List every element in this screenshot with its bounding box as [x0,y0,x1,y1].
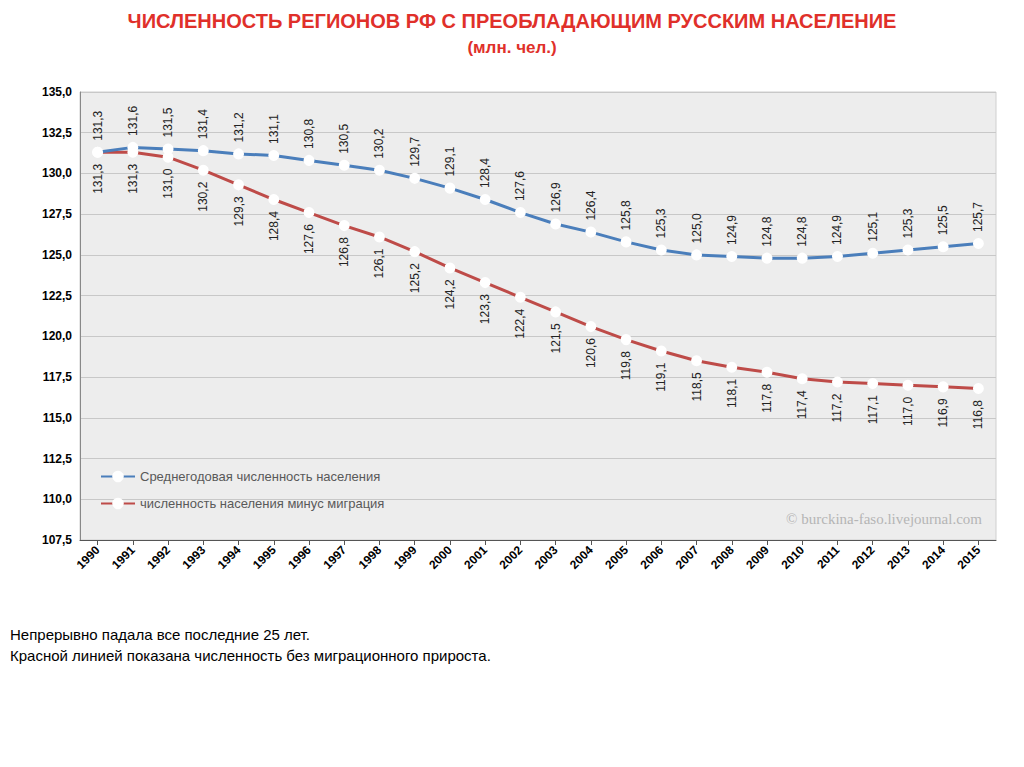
svg-text:129,3: 129,3 [232,196,246,226]
svg-text:2015: 2015 [955,543,984,572]
svg-text:131,4: 131,4 [196,109,210,139]
svg-text:126,1: 126,1 [372,248,386,278]
svg-text:118,1: 118,1 [725,378,739,407]
svg-text:2008: 2008 [708,543,737,572]
svg-text:2005: 2005 [602,543,631,572]
svg-text:110,0: 110,0 [43,492,73,506]
svg-text:112,5: 112,5 [43,452,73,466]
svg-text:1997: 1997 [320,543,349,572]
svg-text:116,8: 116,8 [971,400,985,429]
svg-text:126,4: 126,4 [584,190,598,220]
svg-text:131,2: 131,2 [232,112,246,142]
svg-text:128,4: 128,4 [478,158,492,188]
svg-text:130,2: 130,2 [196,181,210,211]
svg-text:1995: 1995 [250,543,279,572]
svg-text:124,9: 124,9 [725,215,739,245]
svg-text:125,5: 125,5 [936,205,950,235]
svg-text:125,0: 125,0 [690,213,704,243]
svg-text:127,5: 127,5 [42,207,72,221]
svg-text:127,6: 127,6 [513,171,527,201]
svg-text:© burckina-faso.livejournal.co: © burckina-faso.livejournal.com [786,511,982,527]
svg-text:117,5: 117,5 [43,370,73,384]
svg-text:2011: 2011 [814,543,843,572]
svg-text:129,1: 129,1 [443,146,457,176]
svg-text:124,2: 124,2 [443,279,457,309]
svg-text:1994: 1994 [215,543,244,572]
svg-text:131,0: 131,0 [161,168,175,198]
svg-text:2007: 2007 [673,543,702,572]
svg-text:131,1: 131,1 [267,114,281,144]
svg-text:127,6: 127,6 [302,224,316,254]
svg-text:125,8: 125,8 [619,200,633,230]
svg-text:численность населения минус ми: численность населения минус миграция [140,496,384,511]
svg-text:119,8: 119,8 [619,351,633,380]
svg-text:117,1: 117,1 [866,395,880,424]
svg-text:124,9: 124,9 [830,215,844,245]
svg-text:125,3: 125,3 [654,208,668,238]
svg-text:2000: 2000 [426,543,455,572]
svg-text:117,0: 117,0 [901,396,915,425]
svg-text:117,2: 117,2 [830,393,844,422]
svg-text:119,1: 119,1 [654,362,668,391]
svg-text:2010: 2010 [778,543,807,572]
svg-text:132,5: 132,5 [42,126,72,140]
svg-text:129,7: 129,7 [408,136,422,166]
svg-text:2004: 2004 [567,543,596,572]
html-text:Непрерывно падала все последни: Непрерывно падала все последние 25 лет. [10,626,310,643]
svg-text:2014: 2014 [919,543,948,572]
svg-text:2006: 2006 [637,543,666,572]
svg-text:1996: 1996 [285,543,314,572]
svg-text:1990: 1990 [74,543,103,572]
svg-text:122,5: 122,5 [42,289,72,303]
svg-text:1991: 1991 [109,543,138,572]
svg-text:131,3: 131,3 [91,163,105,193]
svg-text:124,8: 124,8 [760,216,774,246]
svg-text:131,6: 131,6 [126,106,140,136]
svg-text:130,5: 130,5 [337,123,351,153]
svg-text:125,3: 125,3 [901,208,915,238]
svg-text:(млн. чел.): (млн. чел.) [467,38,556,57]
svg-text:128,4: 128,4 [267,211,281,241]
svg-text:121,5: 121,5 [549,323,563,353]
svg-text:107,5: 107,5 [42,533,72,547]
svg-text:1993: 1993 [179,543,208,572]
svg-text:122,4: 122,4 [513,308,527,338]
svg-text:120,0: 120,0 [42,329,72,343]
svg-text:125,0: 125,0 [42,248,72,262]
svg-text:126,9: 126,9 [549,182,563,212]
svg-text:2001: 2001 [461,543,490,572]
svg-text:Среднегодовая численность насе: Среднегодовая численность населения [140,469,380,484]
svg-text:131,3: 131,3 [91,110,105,140]
svg-text:131,3: 131,3 [126,163,140,193]
svg-text:116,9: 116,9 [936,398,950,427]
svg-text:117,4: 117,4 [795,390,809,419]
svg-text:118,5: 118,5 [690,372,704,401]
svg-text:125,7: 125,7 [971,202,985,232]
html-text:Красной линией показана числен: Красной линией показана численность без … [10,647,491,664]
svg-text:130,2: 130,2 [372,128,386,158]
svg-text:120,6: 120,6 [584,338,598,368]
svg-text:117,8: 117,8 [760,383,774,412]
svg-text:2009: 2009 [743,543,772,572]
svg-text:1992: 1992 [144,543,173,572]
svg-text:1998: 1998 [356,543,385,572]
svg-text:123,3: 123,3 [478,294,492,324]
svg-text:124,8: 124,8 [795,216,809,246]
svg-text:115,0: 115,0 [43,411,73,425]
svg-text:ЧИСЛЕННОСТЬ РЕГИОНОВ РФ С ПРЕО: ЧИСЛЕННОСТЬ РЕГИОНОВ РФ С ПРЕОБЛАДАЮЩИМ … [128,10,897,32]
svg-text:131,5: 131,5 [161,107,175,137]
svg-text:125,1: 125,1 [866,211,880,241]
svg-text:125,2: 125,2 [408,263,422,293]
svg-text:2003: 2003 [532,543,561,572]
svg-text:135,0: 135,0 [42,85,72,99]
svg-text:126,8: 126,8 [337,237,351,267]
svg-text:2002: 2002 [497,543,526,572]
svg-text:1999: 1999 [391,543,420,572]
svg-text:2012: 2012 [849,543,878,572]
svg-text:130,0: 130,0 [42,166,72,180]
svg-text:2013: 2013 [884,543,913,572]
svg-text:130,8: 130,8 [302,119,316,149]
